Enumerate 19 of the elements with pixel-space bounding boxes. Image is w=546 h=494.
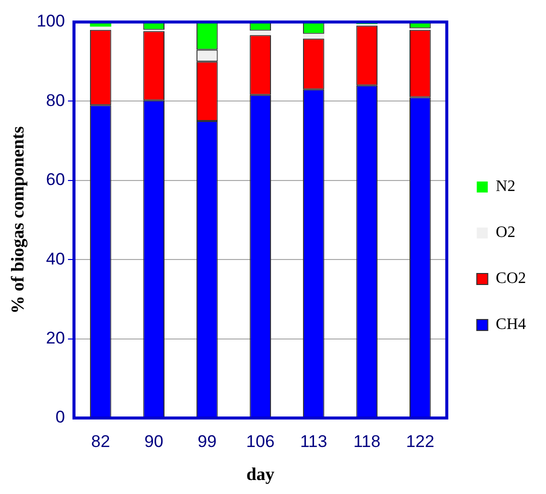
y-tick-label: 60 [46,170,65,190]
legend-label: CO2 [496,270,526,288]
x-tick-label: 99 [198,432,217,451]
y-axis-title: % of biogas components [7,126,28,314]
y-tick-label: 0 [55,408,65,427]
x-axis-title: day [246,464,274,484]
legend-label: O2 [496,224,516,242]
y-tick-label: 100 [36,12,65,31]
x-tick-label: 118 [353,432,380,451]
x-tick-label: 82 [91,432,110,451]
x-tick-label: 90 [144,432,164,451]
x-tick-label: 122 [406,432,434,451]
x-tick-label: 106 [246,432,275,451]
legend-label: CH4 [496,316,526,334]
legend-label: N2 [496,178,516,196]
y-tick-label: 80 [46,90,65,110]
x-tick-label: 113 [300,432,328,451]
y-tick-label: 20 [46,328,65,348]
y-tick-label: 40 [46,249,65,268]
